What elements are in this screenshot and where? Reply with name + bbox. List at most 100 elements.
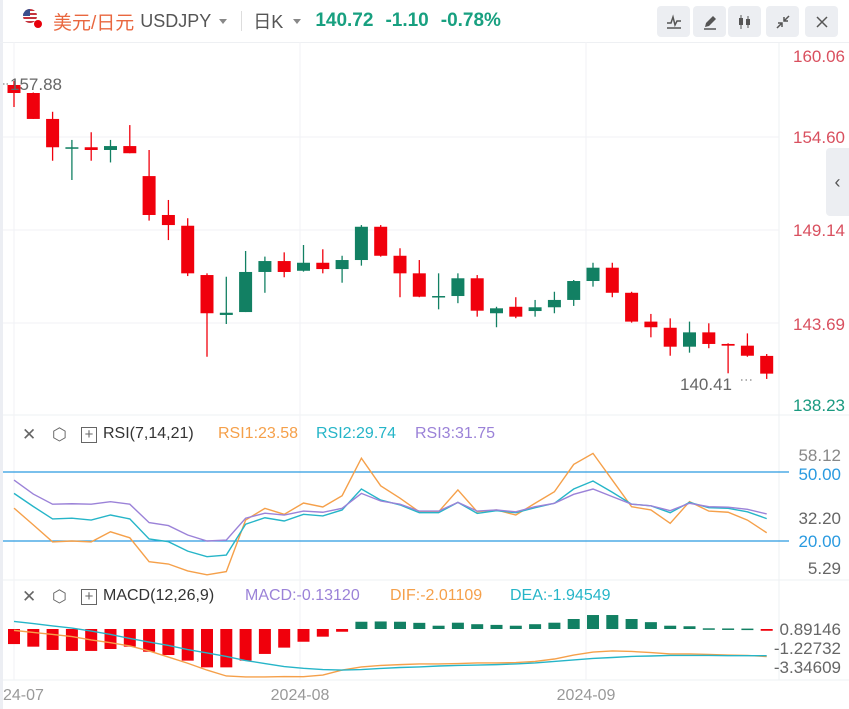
price-change-percent: -0.78% xyxy=(440,10,501,31)
macd-title: MACD(12,26,9) xyxy=(103,587,215,604)
rsi-title: RSI(7,14,21) xyxy=(103,425,194,442)
macd-histogram-bar xyxy=(65,629,78,651)
candle xyxy=(161,199,175,241)
expand-side-panel-button[interactable]: ‹ xyxy=(826,148,849,216)
candle xyxy=(509,297,523,319)
candle xyxy=(123,125,137,154)
rsi-line-rsi1 xyxy=(13,452,768,576)
candle-body xyxy=(740,345,754,356)
candle-body xyxy=(46,118,60,148)
settings-icon[interactable]: ⬡ xyxy=(52,425,67,444)
candle-body xyxy=(605,267,619,293)
rsi1-value: RSI1:23.58 xyxy=(218,425,299,442)
candle xyxy=(586,262,600,287)
macd-histogram-bar xyxy=(278,629,291,648)
candle xyxy=(490,306,503,328)
macd-histogram-bar xyxy=(741,628,754,631)
rsi-tick-label: 50.00 xyxy=(798,465,841,484)
candle-body xyxy=(277,261,291,272)
candle xyxy=(7,80,21,107)
expand-icon[interactable]: + xyxy=(81,589,97,605)
candle xyxy=(760,354,774,379)
candle-body xyxy=(721,343,735,346)
high-price-label: 157.88 xyxy=(10,75,62,94)
divider xyxy=(241,11,243,31)
candle-body xyxy=(547,299,561,308)
header-quote-row: 美元/日元 USDJPY 日K 140.72 -1.10 -0.78% xyxy=(53,8,513,34)
candle-body xyxy=(26,93,40,119)
candlestick-icon xyxy=(738,14,750,29)
macd-histogram-bar xyxy=(374,621,387,629)
indicator-icon xyxy=(666,13,681,29)
price-axis: 160.06 154.60 149.14 143.69 138.23 xyxy=(793,47,845,415)
macd-histogram-bar xyxy=(258,629,271,654)
macd-tick-label: -1.22732 xyxy=(774,639,841,658)
close-icon xyxy=(815,15,828,28)
candle xyxy=(567,279,581,306)
candle-body xyxy=(123,146,137,154)
candle xyxy=(663,318,677,356)
time-tick-label: 2024-08 xyxy=(271,687,330,704)
candle-body xyxy=(7,84,21,94)
candle-body xyxy=(161,214,175,226)
candle-body xyxy=(760,355,774,374)
indicator-button[interactable] xyxy=(657,6,690,37)
candle-body xyxy=(84,147,98,150)
candle xyxy=(316,249,330,274)
close-icon[interactable]: ✕ xyxy=(22,587,37,606)
rsi-tick-label: 20.00 xyxy=(798,532,841,551)
collapse-button[interactable] xyxy=(766,6,799,37)
macd-histogram-bar xyxy=(722,628,735,630)
draw-button[interactable] xyxy=(693,6,726,37)
symbol-selector[interactable]: USDJPY xyxy=(140,10,212,31)
time-tick-label: 24-07 xyxy=(3,687,44,704)
chart-type-button[interactable] xyxy=(728,6,761,37)
chevron-down-icon[interactable] xyxy=(219,18,228,24)
expand-icon[interactable]: + xyxy=(81,427,97,443)
macd-histogram-bar xyxy=(587,615,599,629)
macd-histogram-bar xyxy=(316,629,329,637)
macd-histogram-bar xyxy=(760,629,773,631)
macd-histogram-bar xyxy=(490,624,503,629)
close-button[interactable] xyxy=(805,6,838,37)
pair-title[interactable]: 美元/日元 xyxy=(53,12,135,34)
macd-histogram-bar xyxy=(413,622,426,629)
time-axis: 24-07 2024-08 2024-09 xyxy=(3,687,615,704)
left-border xyxy=(0,0,3,709)
candle-body xyxy=(509,306,523,317)
candle xyxy=(528,299,542,317)
macd-histogram-bar xyxy=(220,629,233,668)
macd-histogram-bar xyxy=(471,624,484,629)
macd-histogram-bar xyxy=(432,625,445,629)
candle xyxy=(451,273,465,304)
macd-value: MACD:-0.13120 xyxy=(245,587,360,604)
candle xyxy=(625,291,639,323)
us-flag-icon xyxy=(23,9,37,23)
candle-body xyxy=(104,146,117,150)
draw-pen-icon xyxy=(703,15,716,30)
chevron-down-icon[interactable] xyxy=(293,18,302,24)
candle-body xyxy=(625,292,639,322)
candle xyxy=(470,275,484,317)
macd-histogram-bar xyxy=(336,629,349,632)
period-selector[interactable]: 日K xyxy=(253,12,284,32)
close-icon[interactable]: ✕ xyxy=(22,425,37,444)
macd-histogram-bar xyxy=(664,625,677,629)
rsi3-value: RSI3:31.75 xyxy=(415,425,496,442)
macd-histogram-bar xyxy=(567,618,580,629)
candle xyxy=(219,276,233,325)
settings-icon[interactable]: ⬡ xyxy=(52,587,67,606)
candle xyxy=(432,273,446,310)
macd-histogram-bar xyxy=(644,622,657,629)
price-tick-label: 143.69 xyxy=(793,315,845,334)
candle-body xyxy=(586,267,600,282)
macd-histogram-bar xyxy=(201,629,213,668)
candle-body xyxy=(393,255,407,274)
candle-body xyxy=(374,226,388,256)
candle xyxy=(740,333,754,357)
candle xyxy=(200,273,214,357)
candle xyxy=(104,139,117,163)
macd-histogram-bar xyxy=(702,628,715,630)
